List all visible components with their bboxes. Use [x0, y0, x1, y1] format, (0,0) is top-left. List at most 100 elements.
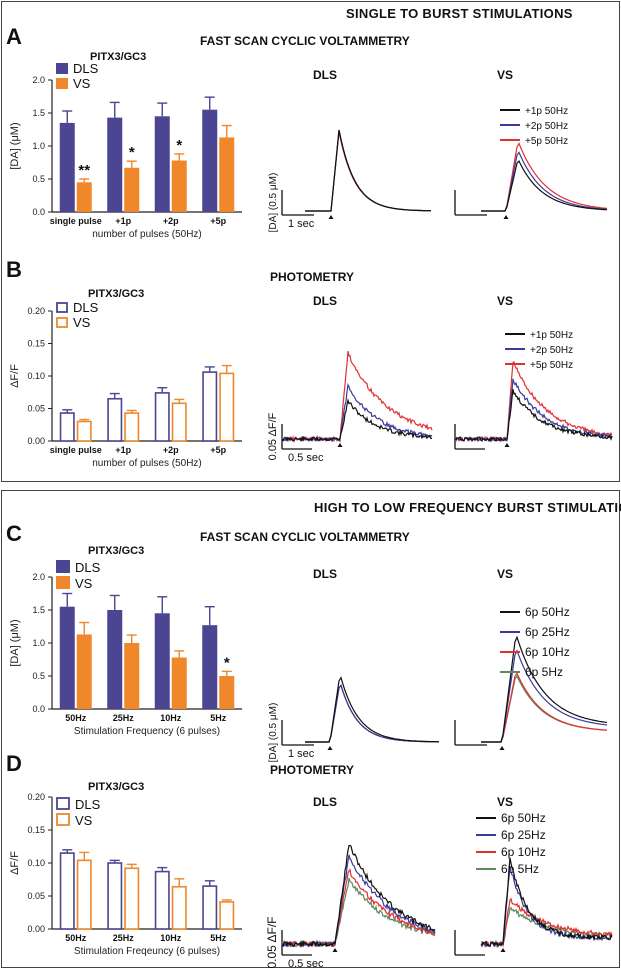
legend-label-vs: VS	[75, 576, 93, 591]
panel-a-subtitle: PITX3/GC3	[90, 51, 147, 63]
trace-plot-b: 0.05 ΔF/F 0.5 sec +1p 50Hz +2p 50Hz +5p 50Hz	[267, 330, 613, 464]
trace-dls-3	[281, 877, 436, 949]
legend-label-dls: DLS	[73, 300, 99, 315]
panel-d-dls-title: DLS	[313, 795, 337, 809]
panel-letter-a: A	[6, 24, 22, 49]
y-axis-label: [DA] (μM)	[9, 122, 21, 169]
bar-vs	[219, 137, 235, 212]
bar-dls	[154, 613, 170, 709]
trace-y-scale-label: 0.05 ΔF/F	[267, 412, 279, 460]
category-label: 10Hz	[160, 713, 182, 723]
category-label: 25Hz	[113, 933, 135, 943]
category-label: 25Hz	[113, 713, 135, 723]
panel-a-method: FAST SCAN CYCLIC VOLTAMMETRY	[200, 34, 410, 48]
panel-a-vs-title: VS	[497, 68, 514, 82]
legend-swatch	[56, 63, 68, 74]
y-tick-label: 2.0	[32, 572, 45, 582]
section-frame-top	[1, 1, 620, 482]
bar-dls	[59, 606, 75, 709]
significance-marker: *	[176, 137, 182, 154]
bar-dls	[107, 117, 123, 212]
trace-vs-0	[480, 857, 613, 948]
bar-dls	[59, 852, 75, 930]
stimulus-marker	[504, 443, 510, 447]
panel-c-method: FAST SCAN CYCLIC VOLTAMMETRY	[200, 530, 410, 544]
trace-plot-c: [DA] (0.5 μM) 1 sec 6p 50Hz 6p 25Hz 6p 10Hz 6…	[268, 605, 608, 762]
panel-d-subtitle: PITX3/GC3	[88, 781, 145, 793]
category-label: 10Hz	[160, 933, 182, 943]
trace-plot-d: 0.05 ΔF/F 0.5 sec 6p 50Hz 6p 25Hz 6p 10Hz 6p …	[265, 811, 613, 969]
significance-marker: *	[129, 144, 135, 161]
trace-legend-label: +1p 50Hz	[525, 106, 568, 117]
trace-x-scale-label: 0.5 sec	[288, 452, 324, 464]
trace-y-scale-label: 0.05 ΔF/F	[265, 916, 279, 968]
trace-legend-label: +1p 50Hz	[530, 330, 573, 341]
bar-chart-a: 0.0 0.5 1.0 1.5 2.0 [DA] (μM) ** single pulse * +…	[9, 61, 242, 240]
panel-b-vs-title: VS	[497, 294, 514, 308]
y-tick-label: 0.20	[27, 792, 45, 802]
trace-legend-label: 6p 10Hz	[525, 645, 570, 659]
section-frame-bottom	[1, 490, 620, 968]
trace-vs-1	[454, 378, 613, 443]
y-tick-label: 1.5	[32, 605, 45, 615]
panel-c-subtitle: PITX3/GC3	[88, 545, 145, 557]
legend-swatch	[56, 560, 70, 573]
y-axis-label: ΔF/F	[9, 851, 21, 875]
trace-vs-1	[481, 151, 608, 212]
category-label: +1p	[115, 445, 131, 455]
bar-dls	[202, 371, 218, 442]
bar-vs	[171, 885, 187, 930]
bar-dls	[154, 870, 170, 930]
significance-marker: *	[224, 654, 230, 671]
panel-letter-c: C	[6, 521, 22, 546]
category-label: +2p	[163, 216, 179, 226]
stimulus-marker	[499, 746, 505, 750]
bar-chart-c: 0.0 0.5 1.0 1.5 2.0 [DA] (μM) 50Hz 25Hz 10Hz * 5Hz…	[9, 560, 242, 737]
bar-dls	[59, 122, 75, 212]
y-tick-label: 0.15	[27, 825, 45, 835]
stimulus-marker	[327, 746, 333, 750]
legend-label-dls: DLS	[75, 797, 101, 812]
trace-dls-0	[305, 129, 431, 212]
bar-chart-b: 0.00 0.05 0.10 0.15 0.20 ΔF/F single pulse +1p +…	[9, 300, 242, 469]
y-tick-label: 1.0	[32, 141, 45, 151]
category-label: 5Hz	[210, 933, 227, 943]
trace-legend-label: 6p 10Hz	[501, 845, 546, 859]
y-tick-label: 0.05	[27, 404, 45, 414]
trace-legend-label: 6p 50Hz	[501, 811, 546, 825]
bar-vs	[76, 420, 92, 442]
bar-dls	[59, 412, 75, 442]
bar-dls	[202, 109, 218, 212]
y-tick-label: 0.0	[32, 704, 45, 714]
category-label: single pulse	[50, 445, 102, 455]
trace-vs-3	[481, 675, 608, 743]
trace-dls-2	[281, 350, 433, 444]
trace-legend-label: +2p 50Hz	[530, 345, 573, 356]
legend-label-vs: VS	[73, 315, 91, 330]
y-tick-label: 0.0	[32, 207, 45, 217]
y-tick-label: 0.10	[27, 858, 45, 868]
trace-dls-2	[305, 131, 431, 212]
x-axis-label: Stimulation Freqeuncy (6 pulses)	[74, 946, 220, 957]
legend-label-vs: VS	[75, 813, 93, 828]
y-tick-label: 1.0	[32, 638, 45, 648]
legend-swatch	[56, 78, 68, 89]
bar-vs	[76, 182, 92, 212]
bar-dls	[202, 885, 218, 930]
trace-legend-label: 6p 25Hz	[525, 625, 570, 639]
section1-title: SINGLE TO BURST STIMULATIONS	[346, 6, 573, 21]
bar-chart-d: 0.00 0.05 0.10 0.15 0.20 ΔF/F 50Hz 25Hz 10Hz 5Hz S…	[9, 792, 242, 957]
trace-vs-2	[480, 897, 613, 948]
trace-dls-0	[281, 844, 436, 948]
bar-vs	[219, 372, 235, 442]
bar-vs	[124, 643, 140, 709]
bar-vs	[124, 167, 140, 212]
category-label: +2p	[163, 445, 179, 455]
bar-vs	[171, 160, 187, 212]
y-tick-label: 0.15	[27, 339, 45, 349]
y-tick-label: 0.5	[32, 174, 45, 184]
trace-dls-0	[305, 676, 439, 743]
stimulus-marker	[500, 948, 506, 952]
bar-vs	[124, 867, 140, 930]
legend-label-dls: DLS	[75, 560, 101, 575]
